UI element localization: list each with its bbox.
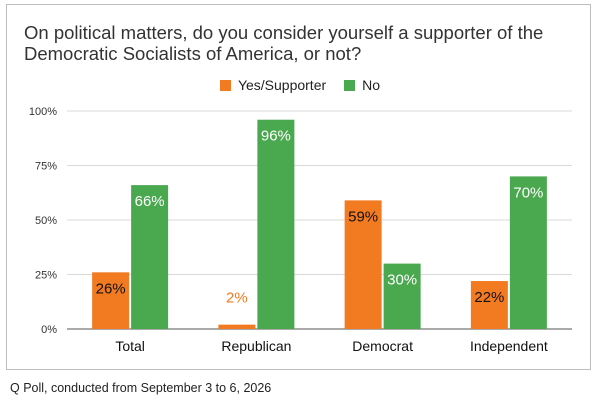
bar-no	[131, 185, 169, 329]
y-tick-label: 100%	[29, 106, 57, 118]
data-label: 70%	[513, 184, 543, 201]
data-label: 2%	[226, 290, 248, 307]
y-tick-label: 25%	[35, 270, 57, 282]
bar-no	[383, 263, 421, 329]
y-tick-label: 75%	[35, 161, 57, 173]
legend-item-no: No	[344, 77, 380, 93]
x-tick-label: Democrat	[352, 338, 413, 354]
y-tick-label: 0%	[41, 324, 57, 336]
data-label: 96%	[261, 128, 291, 145]
legend-label-no: No	[362, 77, 381, 93]
chart-legend: Yes/Supporter No	[0, 77, 600, 93]
data-label: 66%	[135, 193, 165, 210]
x-tick-label: Total	[115, 338, 145, 354]
legend-swatch-no	[344, 79, 356, 91]
legend-swatch-yes	[219, 79, 231, 91]
data-label: 30%	[387, 272, 417, 289]
x-tick-label: Republican	[221, 338, 291, 354]
bar-yes	[92, 272, 130, 329]
bar-yes	[218, 324, 256, 329]
chart-title: On political matters, do you consider yo…	[24, 22, 544, 64]
data-label: 22%	[474, 289, 504, 306]
data-label: 26%	[96, 280, 126, 297]
y-tick-label: 50%	[35, 215, 57, 227]
bar-no	[509, 176, 547, 329]
legend-label-yes: Yes/Supporter	[237, 77, 327, 93]
x-tick-label: Independent	[470, 338, 548, 354]
bar-yes	[344, 200, 382, 329]
bar-no	[257, 119, 295, 329]
bar-yes	[470, 281, 508, 329]
data-label: 59%	[348, 208, 378, 225]
bar-chart-plot: 0% 25% 50% 75% 100% 26% 66% Total 2% 96% Republica…	[29, 106, 572, 354]
legend-item-yes: Yes/Supporter	[219, 77, 327, 93]
source-note: Q Poll, conducted from September 3 to 6,…	[10, 381, 272, 395]
